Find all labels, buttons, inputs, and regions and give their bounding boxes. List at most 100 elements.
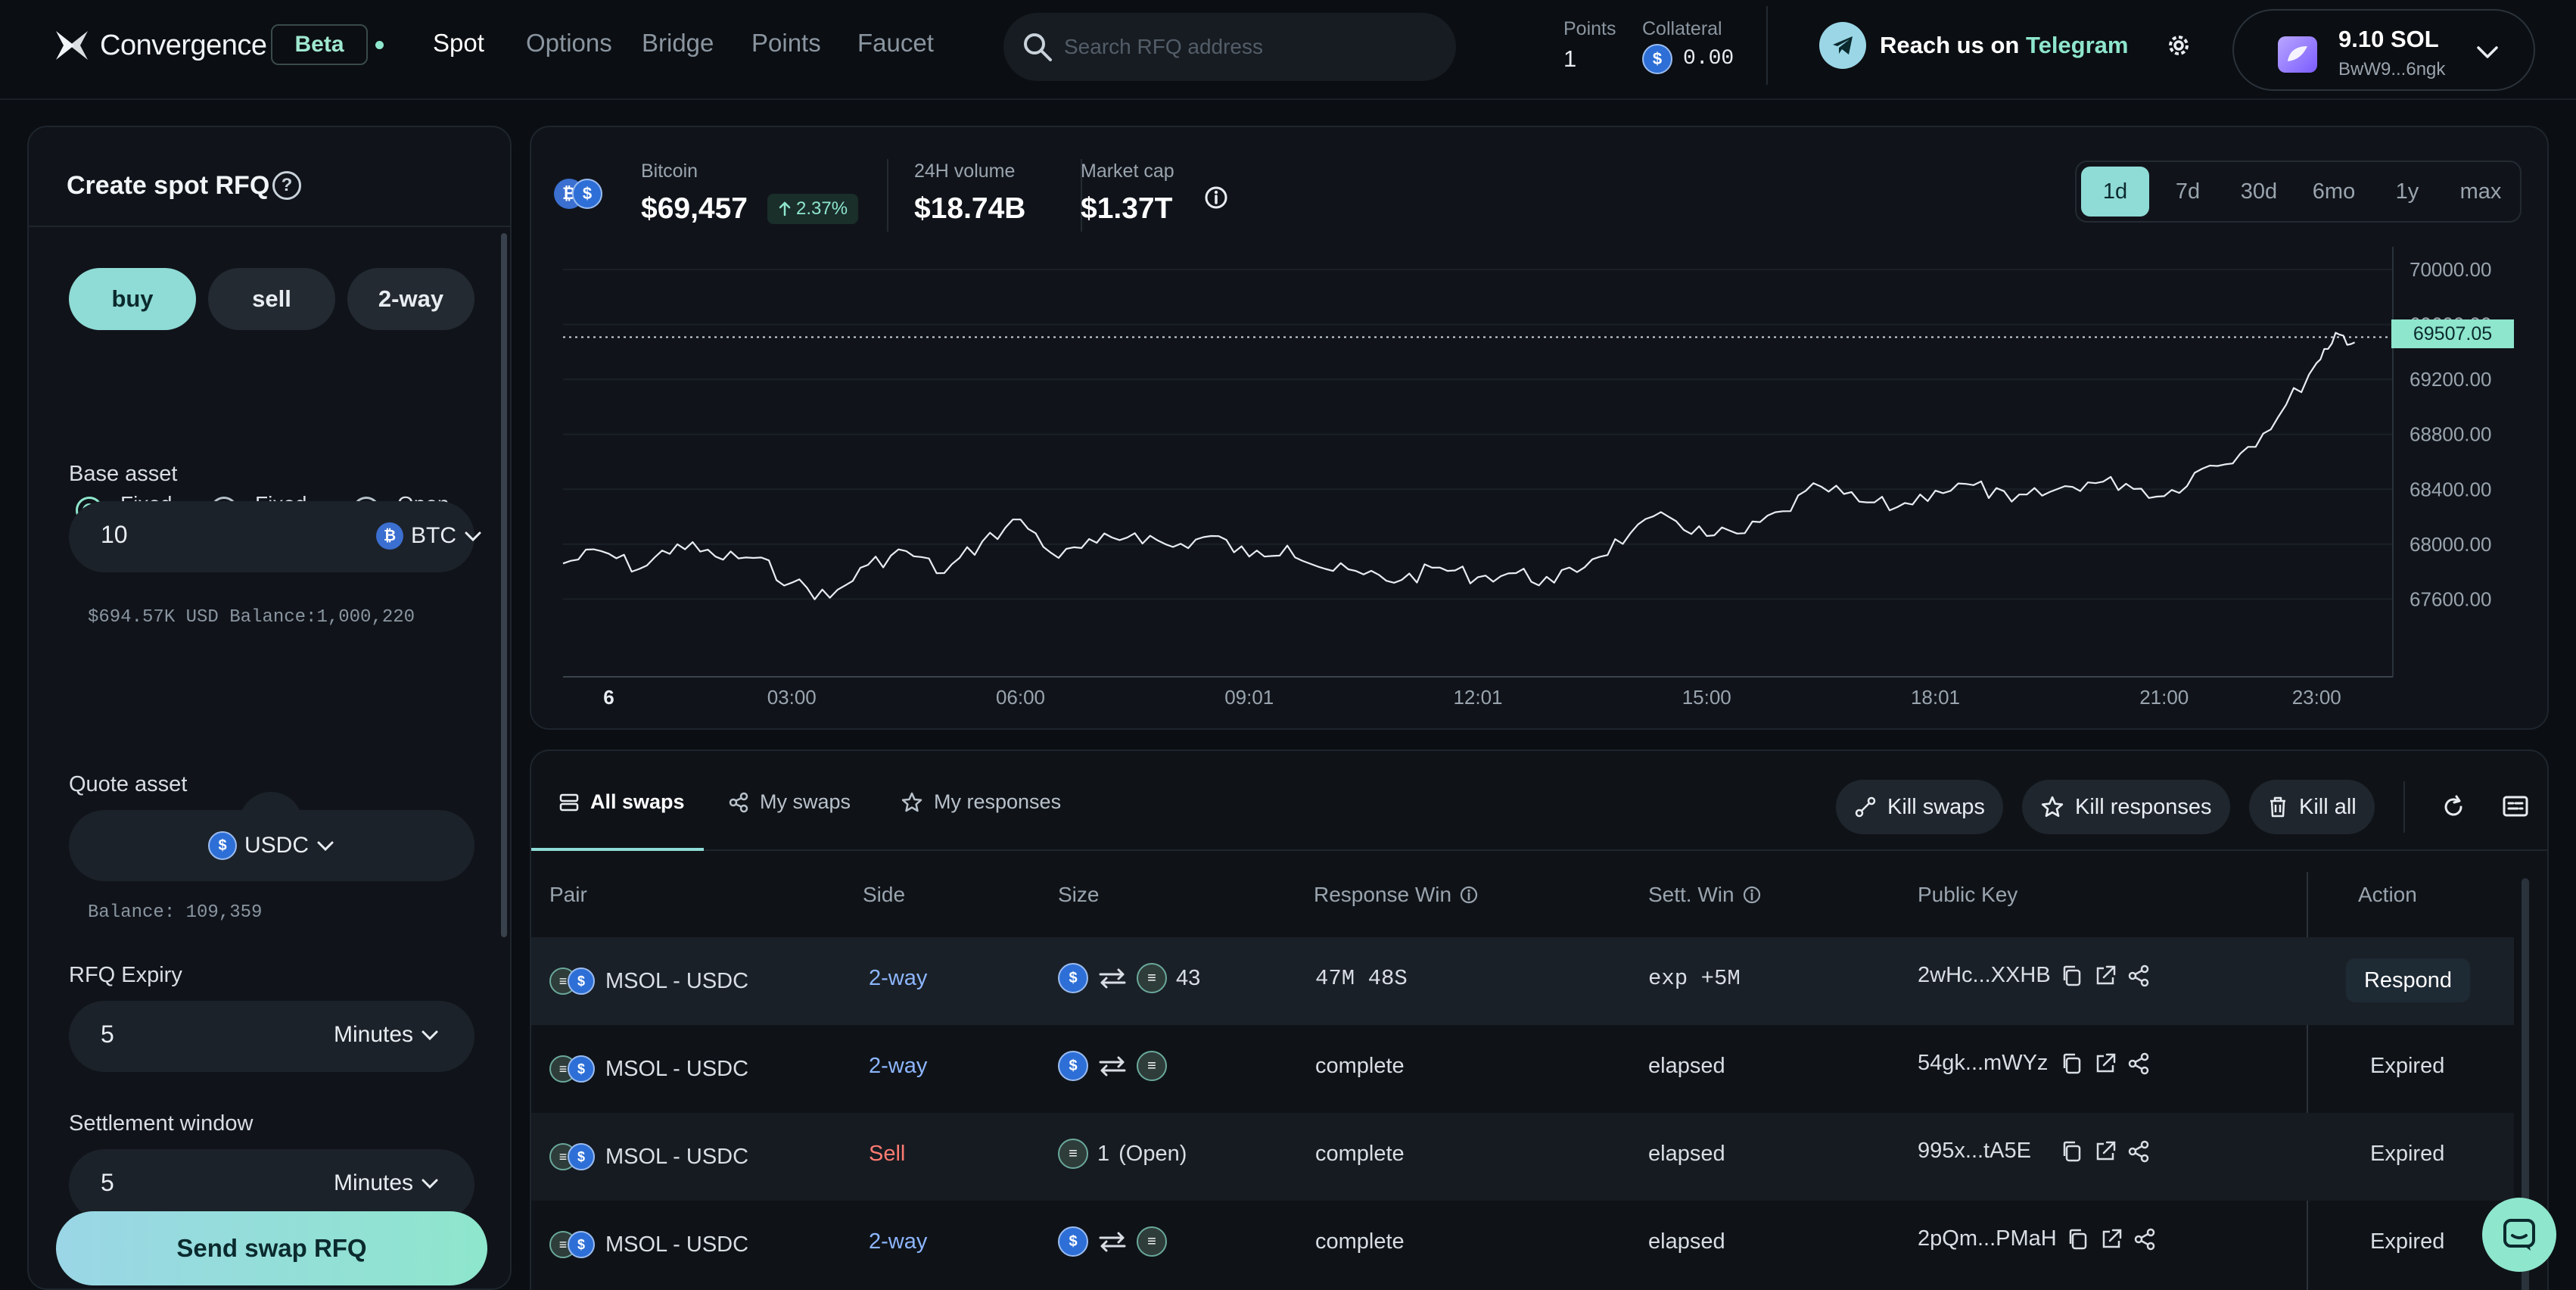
quote-balance: Balance: 109,359 (88, 902, 263, 923)
side-buy-button[interactable]: buy (69, 268, 196, 330)
column-pair-label: Pair (549, 883, 587, 906)
nav-spot[interactable]: Spot (433, 29, 484, 57)
column-action[interactable]: Action (2358, 883, 2417, 907)
x-tick-label: 06:00 (996, 686, 1045, 709)
price-line (562, 332, 2356, 600)
nav-points[interactable]: Points (751, 29, 821, 57)
kill-all-button[interactable]: Kill all (2249, 780, 2375, 834)
rfq-expiry-label: RFQ Expiry (69, 963, 182, 987)
tab-my-swaps[interactable]: My swaps (728, 790, 851, 814)
copy-icon[interactable] (2060, 1139, 2084, 1164)
status-expired: Expired (2370, 1142, 2445, 1166)
timeframe-selector: 1d 7d 30d 6mo 1y max (2075, 160, 2522, 223)
size-amount: 43 (1176, 965, 1201, 990)
respond-button[interactable]: Respond (2346, 958, 2470, 1002)
telegram-link[interactable]: Reach us on Telegram (1819, 21, 2128, 70)
nav-faucet[interactable]: Faucet (857, 29, 934, 57)
x-tick-label: 12:01 (1453, 686, 1502, 709)
info-icon[interactable] (1203, 185, 1229, 210)
chat-support-button[interactable] (2482, 1198, 2556, 1272)
settlement-window-value: 5 (101, 1169, 114, 1196)
nav-bridge[interactable]: Bridge (642, 29, 714, 57)
share-icon[interactable] (2133, 1227, 2157, 1251)
price-chart[interactable]: 70000.0069600.0069200.0068800.0068400.00… (531, 127, 2550, 731)
refresh-icon[interactable] (2440, 793, 2467, 821)
base-amount-field[interactable]: 10 ₿ BTC (69, 501, 481, 572)
external-link-icon[interactable] (2093, 964, 2117, 988)
external-link-icon[interactable] (2093, 1139, 2117, 1164)
side-2way-button[interactable]: 2-way (347, 268, 474, 330)
table-row[interactable]: ≡ $ MSOL - USDC 2-way $ ≡ 43 47M 48S exp +5… (531, 937, 2514, 1025)
settlement-window-field[interactable]: 5 Minutes (69, 1149, 474, 1220)
table-scrollbar[interactable] (2522, 878, 2529, 1290)
side-label: 2-way (869, 1054, 928, 1078)
sett-win: elapsed (1648, 1229, 1725, 1254)
settlement-window-label: Settlement window (69, 1111, 254, 1136)
kill-responses-label: Kill responses (2075, 794, 2212, 819)
timeframe-30d[interactable]: 30d (2240, 179, 2278, 204)
share-icon[interactable] (2126, 1052, 2151, 1076)
copy-icon[interactable] (2060, 964, 2084, 988)
table-row[interactable]: ≡ $ MSOL - USDC 2-way $ ≡ complete elapsed… (531, 1025, 2514, 1113)
send-swap-rfq-button[interactable]: Send swap RFQ (56, 1211, 487, 1285)
nav-options[interactable]: Options (526, 29, 612, 57)
timeframe-1d[interactable]: 1d (2081, 167, 2149, 217)
rfq-expiry-unit-select[interactable]: Minutes (334, 1022, 439, 1048)
share-icon[interactable] (2126, 1139, 2151, 1164)
response-win: complete (1315, 1142, 1405, 1166)
table-settings-icon[interactable] (2502, 793, 2529, 821)
info-icon[interactable] (1459, 885, 1479, 905)
panel-scrollbar[interactable] (501, 233, 507, 937)
search-input[interactable] (1064, 30, 1427, 64)
column-side[interactable]: Side (863, 883, 905, 907)
points-value: 1 (1563, 45, 1577, 72)
quote-asset-select[interactable]: $ USDC (69, 810, 474, 881)
timeframe-max[interactable]: max (2459, 179, 2502, 204)
kill-responses-button[interactable]: Kill responses (2022, 780, 2230, 834)
column-sett-win[interactable]: Sett. Win (1648, 883, 1762, 907)
external-link-icon[interactable] (2099, 1227, 2123, 1251)
brand-logo[interactable]: Convergence (54, 27, 267, 64)
table-row[interactable]: ≡ $ MSOL - USDC 2-way $ ≡ complete elapsed… (531, 1201, 2514, 1288)
pair-icons: ≡ $ (549, 966, 596, 996)
external-link-icon[interactable] (2093, 1052, 2117, 1076)
column-pair[interactable]: Pair (549, 883, 587, 907)
base-asset-select[interactable]: ₿ BTC (376, 522, 482, 550)
public-key-cell: 2wHc...XXHB (1918, 963, 2151, 988)
pair-label: MSOL - USDC (605, 968, 749, 993)
quote-asset-display: $ USDC (208, 831, 334, 860)
star-icon (901, 792, 922, 812)
info-icon[interactable] (1742, 885, 1762, 905)
rfq-expiry-field[interactable]: 5 Minutes (69, 1001, 474, 1072)
column-size[interactable]: Size (1058, 883, 1099, 907)
settlement-unit-select[interactable]: Minutes (334, 1170, 439, 1196)
tab-all-swaps[interactable]: All swaps (558, 790, 685, 814)
help-icon[interactable]: ? (272, 171, 301, 200)
wallet-button[interactable]: 9.10 SOL BwW9...6ngk (2232, 9, 2535, 91)
usdc-icon: $ (568, 1143, 595, 1170)
timeframe-7d[interactable]: 7d (2175, 179, 2201, 204)
tab-my-responses[interactable]: My responses (901, 790, 1061, 814)
chat-icon (2503, 1219, 2535, 1251)
share-icon[interactable] (2126, 964, 2151, 988)
timeframe-6mo[interactable]: 6mo (2312, 179, 2356, 204)
column-public-key[interactable]: Public Key (1918, 883, 2018, 907)
side-sell-button[interactable]: sell (208, 268, 335, 330)
column-response-win[interactable]: Response Win (1314, 883, 1479, 907)
pair-cell: ≡ $ MSOL - USDC (549, 1142, 748, 1172)
copy-icon[interactable] (2060, 1052, 2084, 1076)
table-row[interactable]: ≡ $ MSOL - USDC Sell ≡ 1 (Open) complete el… (531, 1113, 2514, 1201)
side-label: 2-way (869, 966, 928, 990)
swap-arrows-icon (1099, 1056, 1126, 1077)
pair-label: MSOL - USDC (605, 1056, 749, 1081)
y-tick-label: 68400.00 (2410, 478, 2491, 500)
list-icon (559, 793, 579, 811)
telegram-icon (1819, 22, 1866, 69)
usdc-icon: $ (568, 1231, 595, 1258)
side-label: 2-way (869, 1229, 928, 1254)
gear-icon[interactable] (2164, 30, 2194, 61)
kill-swaps-button[interactable]: Kill swaps (1836, 780, 2003, 834)
timeframe-1y[interactable]: 1y (2395, 179, 2419, 204)
msol-icon: ≡ (1058, 1139, 1088, 1169)
copy-icon[interactable] (2066, 1227, 2090, 1251)
